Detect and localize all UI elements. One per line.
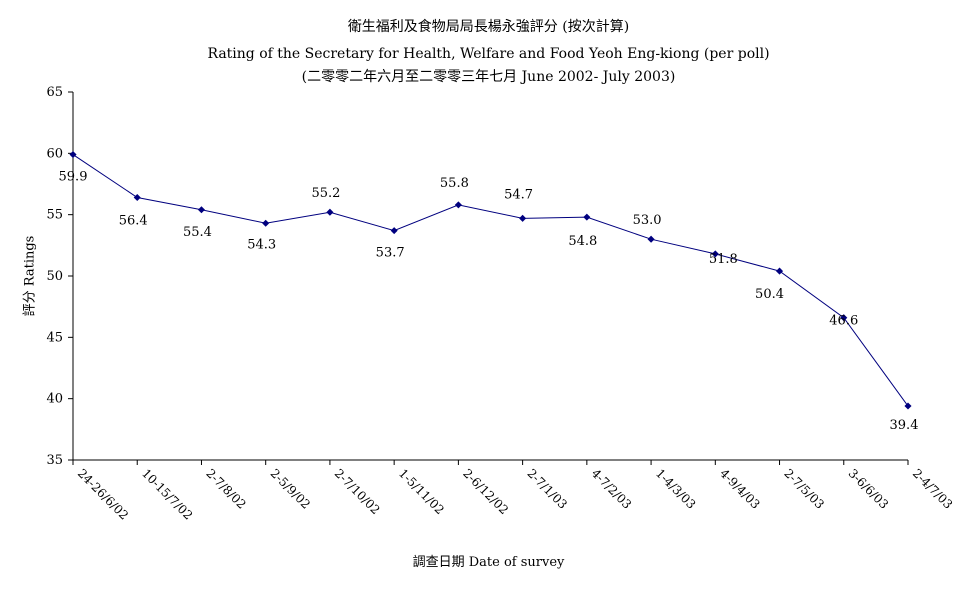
data-point [647, 235, 655, 243]
data-label: 55.4 [183, 225, 212, 240]
x-tick-label: 4-9/4/03 [717, 466, 762, 511]
data-label: 53.0 [633, 213, 662, 228]
x-tick-label: 2-5/9/02 [268, 466, 313, 511]
data-point [904, 402, 912, 410]
y-tick-label: 35 [46, 453, 63, 468]
y-tick-label: 50 [46, 269, 63, 284]
chart-subtitle: Rating of the Secretary for Health, Welf… [207, 46, 770, 62]
y-tick-label: 40 [46, 392, 63, 407]
data-point [840, 314, 848, 322]
data-label: 54.7 [504, 187, 533, 202]
data-point [326, 208, 334, 216]
x-tick-label: 2-4/7/03 [910, 466, 955, 511]
data-label: 46.6 [829, 314, 858, 329]
series-line [72, 154, 909, 407]
y-tick-label: 55 [46, 208, 63, 223]
x-tick-label: 2-7/5/03 [781, 466, 826, 511]
x-tick-label: 3-6/6/03 [846, 466, 891, 511]
chart-title: 衛生福利及食物局局長楊永強評分 (按次計算) [347, 19, 630, 35]
x-tick-label: 2-7/8/02 [203, 466, 248, 511]
data-point [69, 151, 77, 159]
data-point [262, 219, 270, 227]
y-tick-label: 45 [46, 330, 63, 345]
x-tick-label: 2-7/1/03 [524, 466, 569, 511]
x-axis-label: 調查日期 Date of survey [412, 555, 565, 570]
data-point [711, 250, 719, 258]
x-tick-label: 1-4/3/03 [653, 466, 698, 511]
x-tick-label: 4-7/2/03 [589, 466, 634, 511]
data-point [133, 193, 141, 202]
x-tick-label: 2-6/12/02 [460, 466, 511, 517]
y-axis-label: 評分 Ratings [22, 235, 38, 317]
data-label: 54.3 [247, 237, 276, 252]
chart-subtitle-period: (二零零二年六月至二零零三年七月 June 2002- July 2003) [301, 69, 676, 85]
data-point [519, 214, 527, 222]
y-tick-label: 65 [46, 85, 63, 100]
data-label: 50.4 [755, 287, 784, 302]
data-label: 39.4 [890, 418, 919, 433]
data-point [390, 227, 398, 235]
x-tick-label: 1-5/11/02 [396, 466, 447, 517]
data-label: 51.8 [709, 252, 738, 267]
data-point [776, 267, 784, 275]
data-label: 56.4 [119, 213, 148, 228]
data-label: 53.7 [376, 246, 405, 261]
data-label: 55.2 [311, 186, 340, 201]
x-tick-label: 24-26/6/02 [75, 466, 131, 522]
data-point [583, 213, 591, 221]
y-tick-label: 60 [46, 146, 63, 161]
data-label: 54.8 [568, 234, 597, 249]
x-tick-label: 10-15/7/02 [139, 466, 195, 522]
data-label: 59.9 [59, 170, 88, 185]
data-point [454, 201, 462, 209]
data-label: 55.8 [440, 176, 469, 191]
x-tick-label: 2-7/10/02 [332, 466, 383, 517]
data-point [197, 206, 205, 214]
